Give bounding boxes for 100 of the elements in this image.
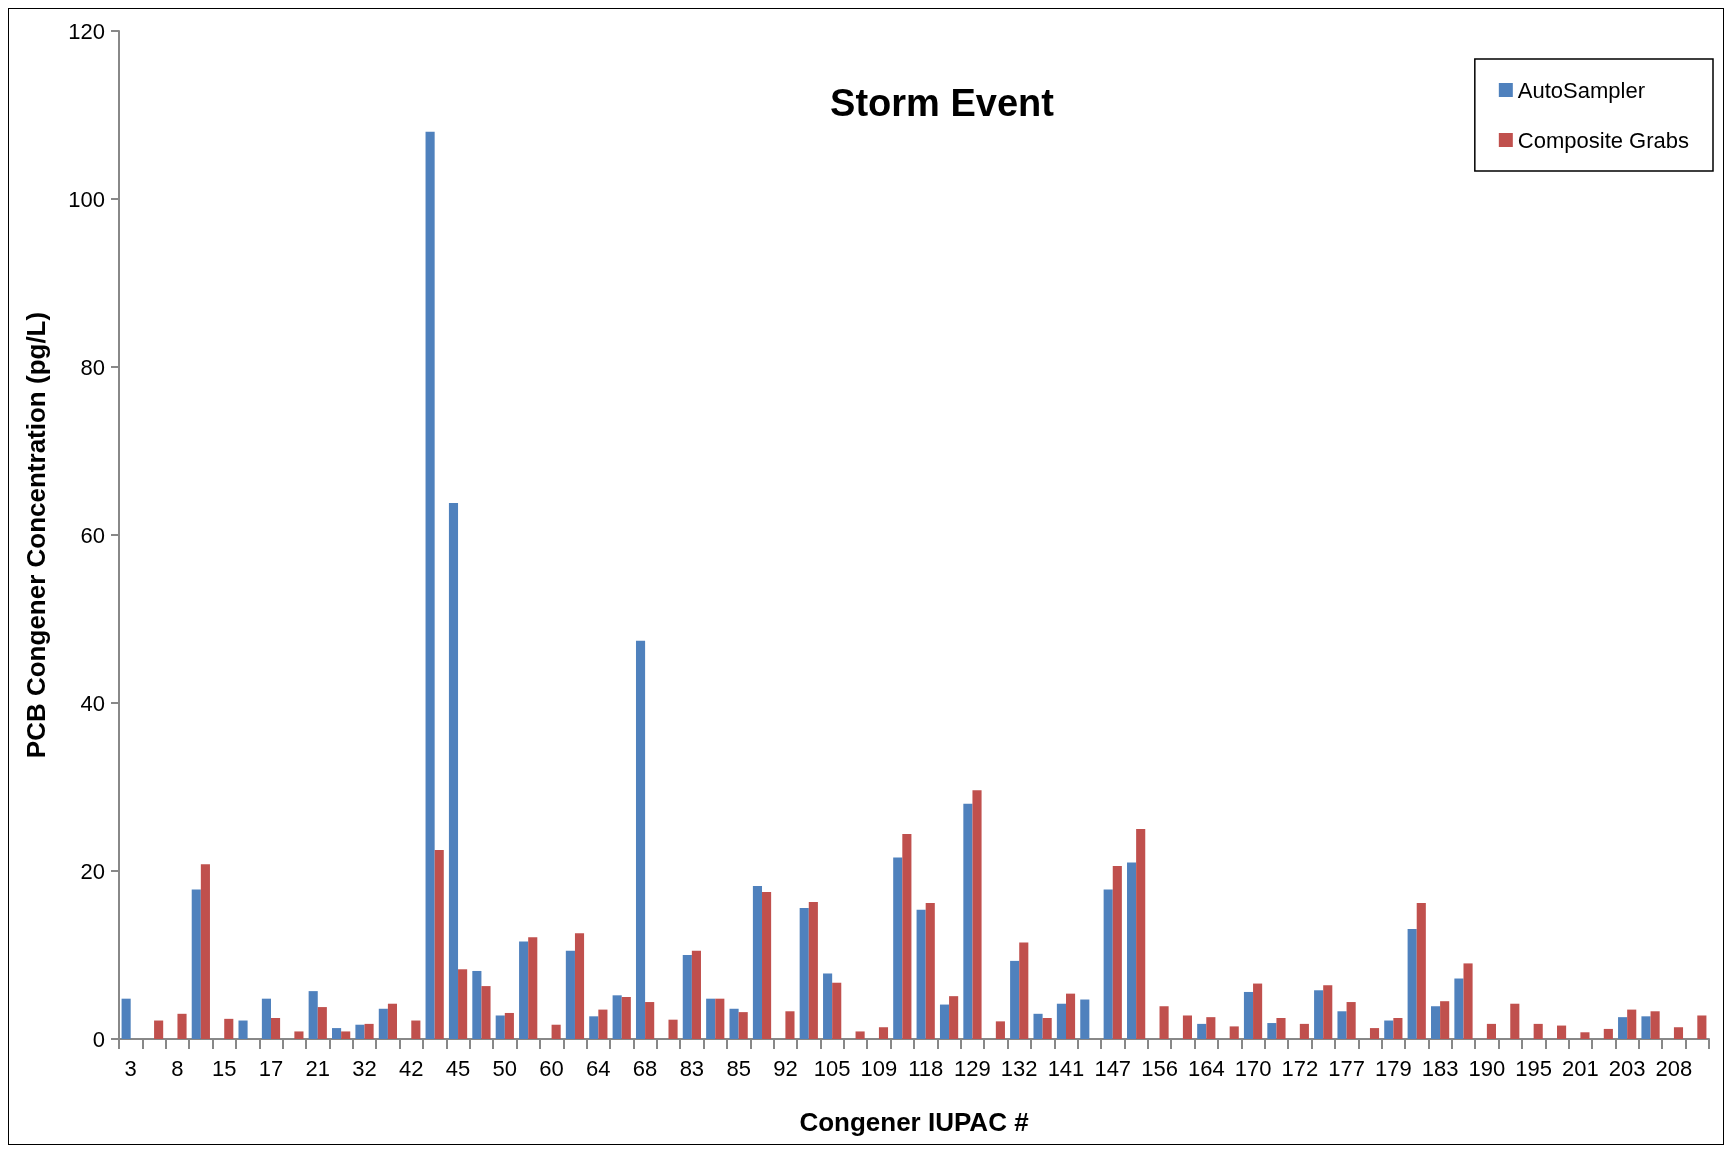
- bar: [317, 1007, 327, 1039]
- bar: [949, 996, 959, 1039]
- bar: [411, 1020, 421, 1039]
- bar: [762, 892, 772, 1039]
- x-tick-label: 8: [171, 1055, 184, 1081]
- bar: [154, 1020, 164, 1039]
- bar: [878, 1027, 889, 1039]
- bar: [1197, 1023, 1207, 1039]
- bar: [1627, 1009, 1637, 1039]
- bar: [706, 998, 716, 1039]
- bar: [177, 1013, 187, 1039]
- bar: [1042, 1018, 1052, 1039]
- bar: [916, 909, 926, 1039]
- x-tick-label: 190: [1468, 1055, 1506, 1081]
- bar: [378, 1008, 388, 1039]
- bar: [355, 1024, 365, 1039]
- bar: [387, 1003, 398, 1039]
- bar: [1010, 960, 1020, 1039]
- x-tick-label: 32: [352, 1055, 377, 1081]
- bar: [1407, 928, 1417, 1039]
- bar: [1346, 1002, 1356, 1039]
- bar: [1019, 942, 1029, 1039]
- bar: [425, 131, 435, 1039]
- bar: [1486, 1023, 1496, 1039]
- y-tick-label: 0: [92, 1026, 105, 1052]
- bar: [785, 1011, 795, 1039]
- bar: [200, 864, 210, 1039]
- y-tick-label: 120: [68, 18, 105, 44]
- x-tick-label: 50: [492, 1055, 518, 1081]
- bar: [1416, 902, 1426, 1039]
- bar: [598, 1009, 608, 1039]
- bar: [1112, 865, 1122, 1039]
- bar: [1463, 963, 1473, 1039]
- bar: [738, 1012, 748, 1039]
- bar: [1080, 999, 1090, 1039]
- bar: [1440, 1001, 1450, 1039]
- bar: [332, 1028, 342, 1039]
- bar: [1033, 1013, 1043, 1039]
- bar: [1510, 1003, 1520, 1039]
- x-tick-label: 64: [586, 1055, 611, 1081]
- x-tick-label: 172: [1281, 1055, 1319, 1081]
- bar: [1454, 978, 1464, 1039]
- bar: [1337, 1011, 1347, 1039]
- y-tick-label: 80: [80, 354, 105, 380]
- bar: [589, 1016, 599, 1039]
- bar: [1384, 1020, 1394, 1039]
- bar: [1127, 862, 1137, 1039]
- bar: [238, 1020, 248, 1039]
- bar: [448, 503, 459, 1039]
- bar: [612, 995, 622, 1039]
- bar: [1323, 985, 1333, 1039]
- bar: [1136, 829, 1146, 1039]
- bar: [364, 1023, 374, 1039]
- bar: [1618, 1017, 1628, 1039]
- x-tick-label: 201: [1562, 1055, 1599, 1081]
- bar: [481, 986, 491, 1039]
- bar: [341, 1031, 351, 1039]
- bar: [565, 950, 575, 1039]
- bar: [939, 1004, 950, 1039]
- x-tick-label: 60: [539, 1055, 564, 1081]
- bar: [823, 973, 833, 1039]
- x-tick-label: 208: [1655, 1055, 1693, 1081]
- bar: [635, 640, 646, 1039]
- bar: [294, 1031, 304, 1039]
- bar: [1182, 1015, 1193, 1039]
- x-tick-label: 17: [258, 1055, 284, 1081]
- bar: [752, 886, 763, 1039]
- bar: [270, 1018, 281, 1039]
- x-axis-title: Congener IUPAC #: [799, 1107, 1030, 1137]
- x-tick-label: 177: [1328, 1055, 1365, 1081]
- bar: [519, 941, 529, 1039]
- bar: [1393, 1018, 1403, 1039]
- x-tick-label: 92: [773, 1055, 798, 1081]
- bar: [1557, 1025, 1567, 1039]
- bar: [832, 982, 842, 1039]
- x-tick-label: 45: [445, 1055, 471, 1081]
- y-tick-label: 60: [80, 522, 105, 548]
- bar: [1299, 1023, 1309, 1039]
- bar: [121, 998, 131, 1039]
- bar: [1103, 889, 1113, 1039]
- x-tick-label: 3: [124, 1055, 137, 1081]
- bar: [574, 933, 585, 1039]
- bar: [472, 970, 482, 1039]
- bar: [691, 950, 701, 1039]
- bar: [855, 1031, 865, 1039]
- bar: [1159, 1006, 1169, 1039]
- x-tick-label: 179: [1374, 1055, 1412, 1081]
- bar: [682, 955, 692, 1039]
- x-tick-label: 132: [1000, 1055, 1038, 1081]
- bar: [1243, 991, 1254, 1039]
- x-tick-label: 170: [1234, 1055, 1272, 1081]
- bar: [1603, 1028, 1613, 1039]
- bar: [963, 803, 973, 1039]
- bar: [1697, 1015, 1707, 1039]
- x-tick-label: 21: [305, 1055, 330, 1081]
- x-tick-label: 68: [632, 1055, 658, 1081]
- x-tick-label: 15: [211, 1055, 237, 1081]
- bar: [1276, 1018, 1286, 1039]
- bar: [893, 857, 903, 1039]
- bar: [1650, 1011, 1660, 1039]
